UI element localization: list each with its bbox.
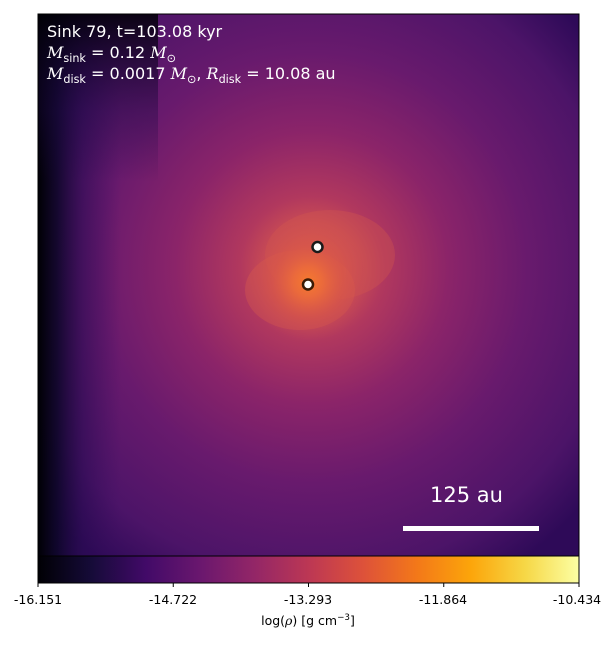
colorbar-tick-label: -11.864 [418,592,468,607]
radius-value: = 10.08 au [246,64,336,83]
colorbar-label-prefix: log( [261,613,286,629]
colorbar-ticks [37,583,580,587]
colorbar-label-exp: −3 [337,613,350,623]
disk-unit: M [170,64,187,83]
disk-value: = 0.0017 [91,64,166,83]
density-field [38,14,579,556]
colorbar-tick-label: -16.151 [13,592,63,607]
colorbar [37,555,580,584]
mass-sub: sink [63,52,86,66]
sink-lower-marker [301,278,315,291]
colorbar-label: log(ρ) [g cm−3] [261,613,355,628]
scale-bar-label: 125 au [430,483,503,507]
colorbar-tick-label: -14.722 [148,592,198,607]
colorbar-tick-label: -10.434 [552,592,602,607]
mass-value: = 0.12 [91,43,146,62]
colorbar-label-rho: ρ [285,613,293,629]
disk-unit-sub: ⊙ [186,73,197,87]
sink-mass-line: Msink = 0.12 M⊙ [47,42,176,69]
disk-symbol: M [47,64,64,83]
mass-unit-sub: ⊙ [166,52,176,66]
colorbar-tick-label: -13.293 [283,592,333,607]
radius-sub: disk [218,73,242,87]
radius-symbol: R [206,64,219,83]
mass-unit: M [150,43,167,62]
colorbar-label-suffix: ] [350,613,355,629]
sink-info-line: Sink 79, t=103.08 kyr [47,22,223,41]
disk-info-line: Mdisk = 0.0017 M⊙, Rdisk = 10.08 au [47,64,336,87]
sink-upper-marker [311,240,324,254]
colorbar-label-mid: ) [g cm [292,613,338,629]
scale-bar [403,526,539,531]
mass-symbol: M [47,43,64,62]
disk-sub: disk [63,73,86,87]
